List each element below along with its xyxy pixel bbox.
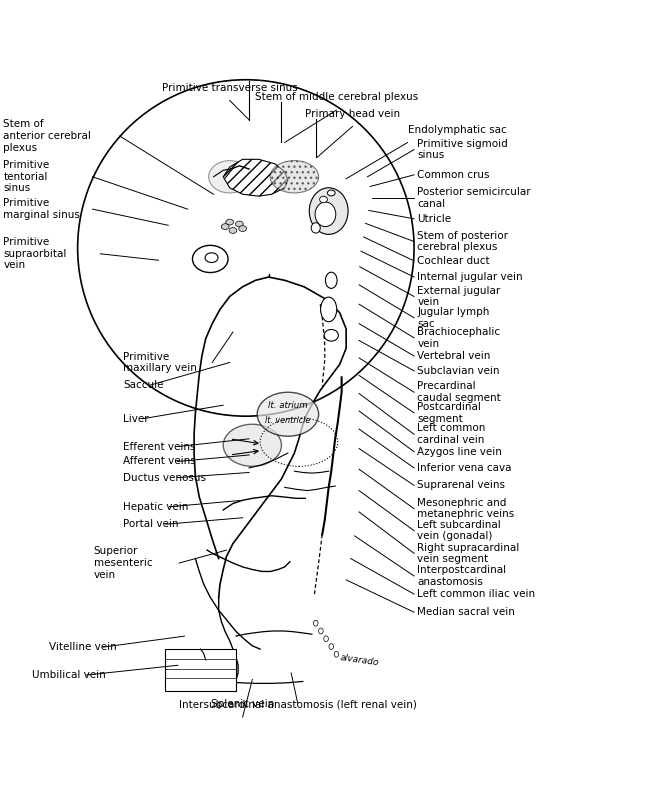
Ellipse shape	[313, 620, 318, 626]
Text: Efferent veins: Efferent veins	[123, 442, 195, 451]
Text: Right supracardinal
vein segment: Right supracardinal vein segment	[417, 542, 520, 564]
Text: alvarado: alvarado	[339, 653, 379, 667]
Ellipse shape	[270, 161, 318, 193]
Text: Mesonephric and
metanephric veins: Mesonephric and metanephric veins	[417, 498, 514, 519]
Text: Inferior vena cava: Inferior vena cava	[417, 463, 512, 473]
Polygon shape	[223, 159, 288, 196]
Text: Umbilical vein: Umbilical vein	[32, 670, 106, 680]
Text: Stem of posterior
cerebral plexus: Stem of posterior cerebral plexus	[417, 230, 509, 252]
Text: Utricle: Utricle	[417, 214, 452, 224]
Text: External jugular
vein: External jugular vein	[417, 286, 501, 307]
Text: Vertebral vein: Vertebral vein	[417, 351, 490, 361]
Ellipse shape	[311, 222, 320, 233]
Text: Liver: Liver	[123, 414, 149, 424]
Ellipse shape	[236, 221, 243, 227]
Text: Primitive transverse sinus: Primitive transverse sinus	[162, 82, 298, 93]
Ellipse shape	[321, 297, 337, 322]
Text: Postcardinal
segment: Postcardinal segment	[417, 402, 481, 424]
Text: Stem of middle cerebral plexus: Stem of middle cerebral plexus	[255, 92, 418, 102]
Text: Suprarenal veins: Suprarenal veins	[417, 481, 505, 490]
Text: Internal jugular vein: Internal jugular vein	[417, 272, 523, 282]
Text: Vitelline vein: Vitelline vein	[49, 642, 116, 652]
Text: Posterior semicircular
canal: Posterior semicircular canal	[417, 187, 531, 209]
Ellipse shape	[318, 628, 323, 634]
Ellipse shape	[324, 636, 329, 642]
Text: Primary head vein: Primary head vein	[305, 109, 400, 118]
Text: Median sacral vein: Median sacral vein	[417, 607, 515, 618]
Text: Subclavian vein: Subclavian vein	[417, 366, 500, 376]
Text: lt. atrium: lt. atrium	[268, 401, 308, 410]
Ellipse shape	[258, 392, 319, 436]
Text: Portal vein: Portal vein	[123, 519, 179, 530]
Text: Stem of
anterior cerebral
plexus: Stem of anterior cerebral plexus	[3, 119, 91, 153]
Text: Endolymphatic sac: Endolymphatic sac	[408, 125, 507, 134]
Ellipse shape	[315, 202, 336, 226]
Text: Left common iliac vein: Left common iliac vein	[417, 589, 536, 599]
Text: Azygos line vein: Azygos line vein	[417, 446, 502, 457]
Text: Primitive
maxillary vein: Primitive maxillary vein	[123, 352, 197, 374]
Ellipse shape	[205, 253, 218, 262]
Text: Afferent veins: Afferent veins	[123, 457, 195, 466]
Text: Left common
cardinal vein: Left common cardinal vein	[417, 423, 486, 445]
Text: Cochlear duct: Cochlear duct	[417, 256, 490, 266]
Ellipse shape	[239, 226, 247, 231]
Ellipse shape	[327, 190, 335, 196]
Text: Primitive
marginal sinus: Primitive marginal sinus	[3, 198, 80, 220]
Ellipse shape	[309, 188, 348, 234]
Text: Primitive
tentorial
sinus: Primitive tentorial sinus	[3, 160, 49, 194]
Text: Precardinal
caudal segment: Precardinal caudal segment	[417, 382, 501, 403]
Ellipse shape	[223, 424, 281, 466]
FancyBboxPatch shape	[165, 649, 236, 691]
Ellipse shape	[334, 651, 339, 657]
Text: Jugular lymph
sac: Jugular lymph sac	[417, 307, 490, 329]
Ellipse shape	[329, 643, 334, 650]
Text: Ductus venosus: Ductus venosus	[123, 473, 206, 482]
Text: Hepatic vein: Hepatic vein	[123, 502, 188, 512]
Text: Interpostcardinal
anastomosis: Interpostcardinal anastomosis	[417, 565, 507, 586]
Text: Intersubcardinal anastomosis (left renal vein): Intersubcardinal anastomosis (left renal…	[179, 699, 417, 710]
Text: Superior
mesenteric
vein: Superior mesenteric vein	[94, 546, 153, 580]
Ellipse shape	[221, 224, 229, 230]
Ellipse shape	[320, 196, 327, 202]
Text: Primitive sigmoid
sinus: Primitive sigmoid sinus	[417, 139, 508, 161]
Ellipse shape	[193, 246, 228, 273]
Text: Saccule: Saccule	[123, 380, 164, 390]
Ellipse shape	[229, 227, 237, 234]
Ellipse shape	[325, 272, 337, 288]
Text: lt. ventricle: lt. ventricle	[265, 416, 311, 426]
Text: Brachiocephalic
vein: Brachiocephalic vein	[417, 327, 500, 349]
Text: Splenic vein: Splenic vein	[211, 699, 274, 710]
Text: Left subcardinal
vein (gonadal): Left subcardinal vein (gonadal)	[417, 520, 501, 542]
Ellipse shape	[324, 330, 338, 341]
Text: Common crus: Common crus	[417, 170, 490, 180]
Text: Primitive
supraorbital
vein: Primitive supraorbital vein	[3, 237, 67, 270]
Ellipse shape	[226, 219, 234, 225]
Ellipse shape	[208, 161, 251, 193]
